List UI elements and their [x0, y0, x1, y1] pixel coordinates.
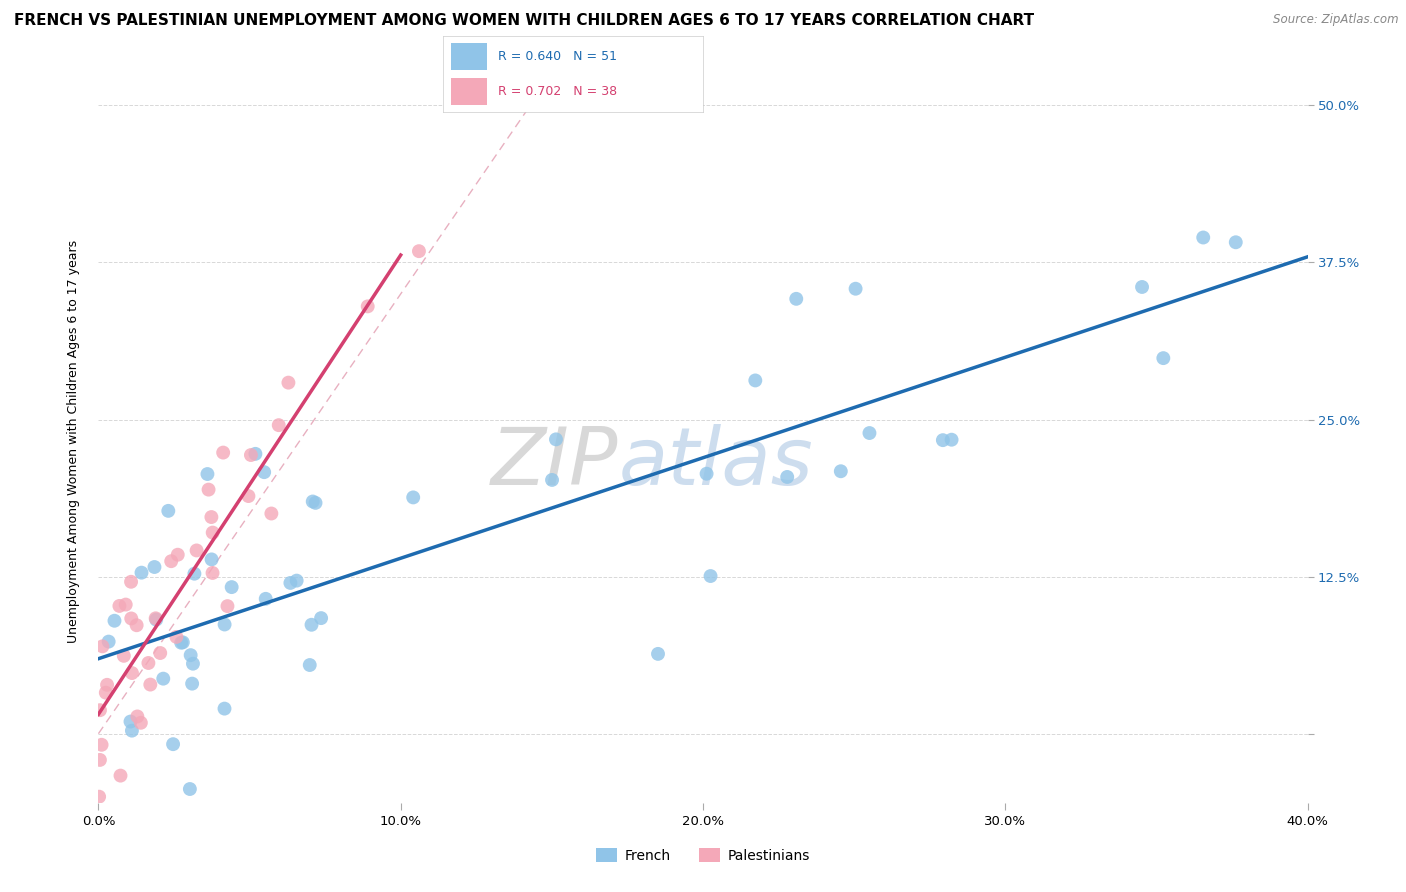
- Point: [212, 445, 235, 459]
- Point: [89, 753, 111, 767]
- Point: [108, 599, 131, 613]
- Point: [170, 636, 193, 650]
- Point: [112, 648, 135, 663]
- Point: [830, 464, 852, 478]
- Text: Source: ZipAtlas.com: Source: ZipAtlas.com: [1274, 13, 1399, 27]
- Point: [221, 580, 243, 594]
- Point: [285, 574, 308, 588]
- Point: [166, 548, 188, 562]
- Point: [139, 677, 162, 691]
- Point: [357, 299, 380, 313]
- Point: [402, 491, 425, 505]
- Point: [200, 510, 222, 524]
- Point: [201, 525, 224, 540]
- Text: FRENCH VS PALESTINIAN UNEMPLOYMENT AMONG WOMEN WITH CHILDREN AGES 6 TO 17 YEARS : FRENCH VS PALESTINIAN UNEMPLOYMENT AMONG…: [14, 13, 1035, 29]
- Point: [941, 433, 963, 447]
- Point: [845, 282, 868, 296]
- Point: [114, 598, 136, 612]
- Point: [152, 672, 174, 686]
- Y-axis label: Unemployment Among Women with Children Ages 6 to 17 years: Unemployment Among Women with Children A…: [67, 240, 80, 643]
- Point: [180, 648, 202, 662]
- Point: [160, 554, 183, 568]
- Point: [157, 504, 180, 518]
- Point: [280, 576, 302, 591]
- Point: [200, 552, 222, 566]
- Point: [647, 647, 669, 661]
- Point: [309, 611, 332, 625]
- Point: [87, 789, 110, 804]
- Point: [127, 709, 149, 723]
- Point: [696, 467, 718, 481]
- Point: [145, 611, 167, 625]
- Text: R = 0.640   N = 51: R = 0.640 N = 51: [498, 50, 616, 62]
- Point: [1225, 235, 1247, 250]
- Point: [121, 666, 143, 681]
- Point: [253, 465, 276, 479]
- Point: [744, 374, 766, 388]
- Point: [1152, 351, 1174, 365]
- Point: [172, 635, 194, 649]
- Point: [1192, 230, 1215, 244]
- Point: [541, 473, 564, 487]
- Point: [129, 715, 152, 730]
- Text: ZIP: ZIP: [491, 425, 619, 502]
- Point: [699, 569, 721, 583]
- Point: [129, 827, 152, 841]
- Point: [217, 599, 239, 614]
- Point: [239, 448, 262, 462]
- Point: [94, 686, 117, 700]
- Point: [121, 723, 143, 738]
- Text: atlas: atlas: [619, 425, 813, 502]
- Point: [301, 494, 323, 508]
- Point: [785, 292, 807, 306]
- Point: [776, 470, 799, 484]
- Point: [245, 447, 267, 461]
- Point: [238, 489, 260, 503]
- Point: [408, 244, 430, 259]
- Point: [260, 507, 283, 521]
- Point: [179, 782, 201, 797]
- Point: [125, 618, 148, 632]
- Point: [254, 591, 277, 606]
- Point: [91, 640, 114, 654]
- Point: [277, 376, 299, 390]
- Text: R = 0.702   N = 38: R = 0.702 N = 38: [498, 86, 617, 98]
- Point: [301, 617, 323, 632]
- Point: [149, 646, 172, 660]
- Point: [544, 433, 567, 447]
- Point: [298, 658, 321, 673]
- Point: [162, 737, 184, 751]
- Point: [96, 678, 118, 692]
- Point: [90, 738, 112, 752]
- Bar: [451, 43, 486, 70]
- Point: [120, 574, 142, 589]
- Point: [197, 483, 219, 497]
- Point: [186, 543, 208, 558]
- Point: [103, 614, 125, 628]
- Point: [858, 425, 880, 440]
- Point: [110, 769, 132, 783]
- Point: [197, 467, 219, 481]
- Point: [214, 701, 236, 715]
- Point: [181, 676, 204, 690]
- Point: [214, 617, 236, 632]
- Point: [165, 630, 187, 644]
- Legend: French, Palestinians: French, Palestinians: [591, 842, 815, 868]
- Point: [145, 613, 167, 627]
- Point: [143, 560, 166, 574]
- Point: [89, 703, 111, 717]
- Point: [267, 418, 290, 433]
- Point: [932, 433, 955, 447]
- Point: [97, 634, 120, 648]
- Point: [120, 611, 142, 625]
- Point: [304, 496, 326, 510]
- Point: [120, 714, 142, 729]
- Point: [183, 566, 205, 581]
- Bar: [451, 78, 486, 105]
- Point: [1130, 280, 1153, 294]
- Point: [131, 566, 153, 580]
- Point: [181, 657, 204, 671]
- Point: [138, 656, 160, 670]
- Point: [201, 566, 224, 580]
